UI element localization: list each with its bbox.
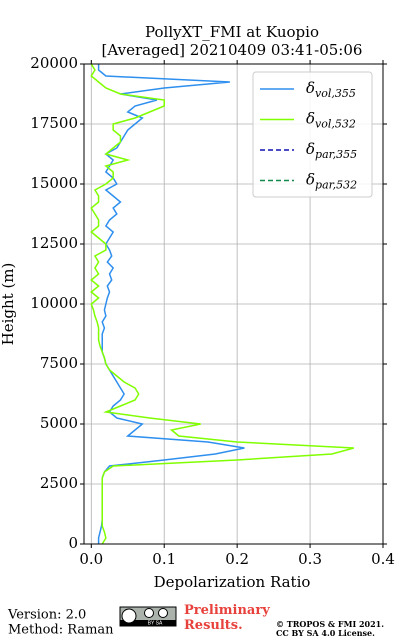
plot-frame <box>83 63 384 545</box>
license: CC BY SA 4.0 License. <box>276 628 375 638</box>
copyright: © TROPOS & FMI 2021. <box>276 619 384 629</box>
x-tick-label: 0.4 <box>371 550 395 568</box>
license-badge: BY SA <box>119 606 177 627</box>
y-tick-label: 17500 <box>30 114 78 132</box>
x-tick-label: 0.3 <box>298 550 322 568</box>
y-tick-label: 5000 <box>40 414 78 432</box>
legend-label: δpar,532 <box>306 171 357 192</box>
legend: δvol,355 δvol,532 δpar,355 δpar,532 <box>252 71 373 198</box>
x-tick-label: 0.0 <box>79 550 103 568</box>
legend-label: δvol,532 <box>306 110 356 131</box>
y-axis-label: Height (m) <box>0 263 17 346</box>
notice: Preliminary Results. <box>184 603 270 633</box>
badge-text: BY SA <box>148 620 163 626</box>
profile-line <box>97 64 245 544</box>
profile-line <box>90 63 355 545</box>
y-tick-label: 12500 <box>30 234 78 252</box>
legend-label: δpar,355 <box>306 140 357 161</box>
y-tick-label: 0 <box>68 534 78 552</box>
y-tick-label: 10000 <box>30 294 78 312</box>
legend-label: δvol,355 <box>306 79 356 100</box>
chart-title: PollyXT_FMI at Kuopio <box>145 23 319 41</box>
version: Version: 2.0 <box>7 608 86 623</box>
x-tick-label: 0.2 <box>225 550 249 568</box>
y-tick-label: 7500 <box>40 354 78 372</box>
y-tick-label: 20000 <box>30 54 78 72</box>
y-tick-label: 15000 <box>30 174 78 192</box>
method: Method: Raman <box>8 623 114 638</box>
x-axis-label: Depolarization Ratio <box>154 573 311 591</box>
x-tick-label: 0.1 <box>152 550 176 568</box>
chart-subtitle: [Averaged] 20210409 03:41-05:06 <box>102 41 363 59</box>
legend-box <box>252 71 373 198</box>
y-tick-label: 2500 <box>40 474 78 492</box>
